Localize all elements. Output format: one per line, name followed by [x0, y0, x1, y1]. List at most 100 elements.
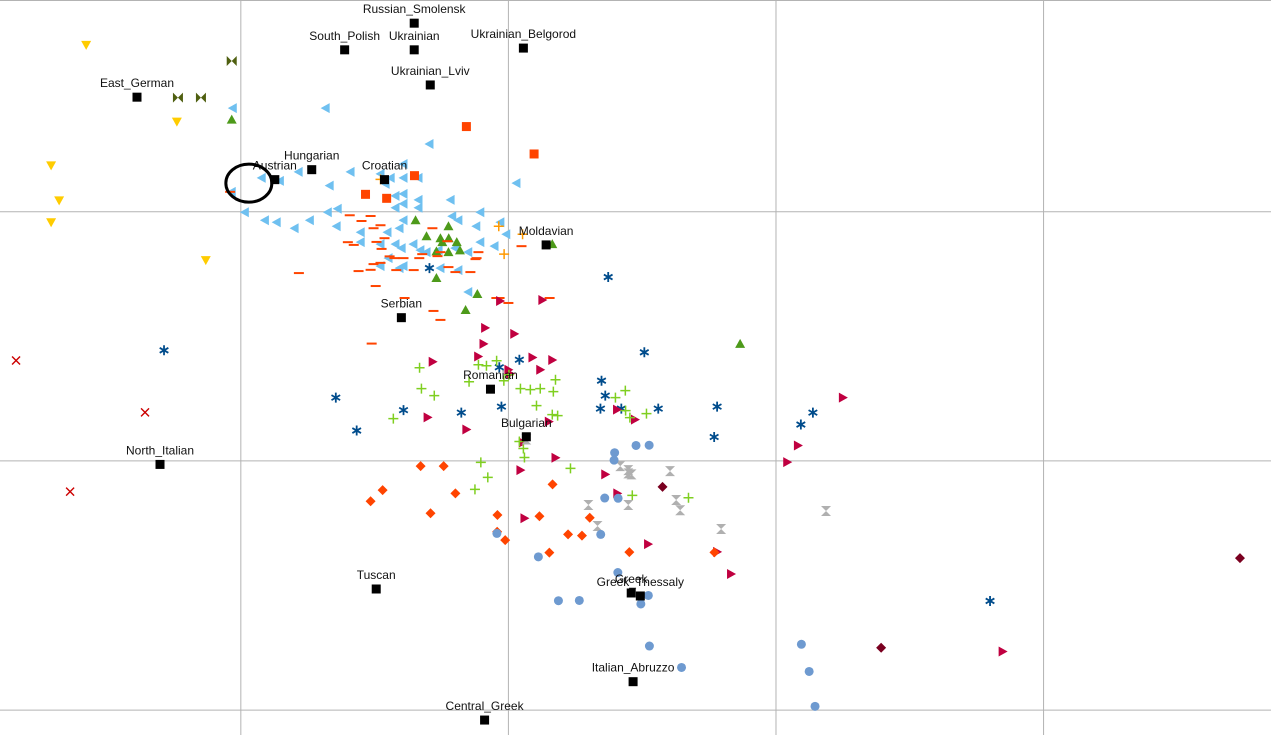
data-point-hourglass [623, 505, 634, 511]
data-point-triangle-left [390, 190, 400, 201]
data-point-circle [596, 529, 606, 539]
data-point-triangle-right [462, 424, 472, 435]
data-point-triangle-left [375, 239, 385, 250]
data-points [11, 40, 1245, 711]
data-point-plus [414, 362, 425, 373]
data-point-plus [610, 392, 621, 403]
data-point-diamond [657, 481, 668, 492]
data-point-plus [552, 410, 563, 421]
data-point-triangle-right [548, 355, 558, 366]
data-point-triangle-up [460, 304, 471, 314]
data-point-triangle-left [256, 172, 266, 183]
data-point-plus [620, 405, 631, 416]
data-point-plus [519, 452, 530, 463]
data-point-triangle-left [489, 241, 499, 252]
data-point-triangle-left [398, 215, 408, 226]
data-point-x [140, 407, 150, 417]
data-point-asterisk [985, 595, 995, 606]
data-point-asterisk [456, 407, 467, 418]
data-point-triangle-left [320, 103, 330, 114]
data-point-plus [481, 360, 492, 371]
data-point-triangle-right [528, 352, 538, 363]
data-point-plus [491, 355, 502, 366]
data-point-asterisk [331, 392, 341, 403]
highlight-circle [224, 162, 274, 204]
data-point-diamond [450, 488, 461, 499]
data-point-square [461, 122, 471, 132]
data-point-bowtie [226, 56, 232, 67]
data-point-triangle-right [423, 412, 433, 423]
data-point-triangle-left [447, 211, 457, 222]
data-point-circle [613, 493, 623, 503]
reference-marker [307, 165, 317, 175]
reference-label: Romanian [463, 368, 518, 382]
reference-label: Ukrainian_Lviv [391, 64, 470, 78]
data-point-circle [644, 440, 654, 450]
data-point-triangle-left [324, 180, 334, 191]
reference-label: Bulgarian [501, 416, 552, 430]
reference-label: Ukrainian_Belgorod [471, 27, 576, 41]
data-point-triangle-left [271, 217, 281, 228]
reference-label: Serbian [381, 297, 422, 311]
data-point-triangle-left [511, 178, 521, 189]
data-point-asterisk [796, 419, 806, 430]
reference-populations: Russian_Smolensk South_Polish Ukrainian Ukr… [100, 2, 684, 725]
data-point-triangle-left [355, 237, 365, 248]
data-point-bowtie [200, 92, 206, 103]
data-point-plus [482, 472, 493, 483]
data-point-triangle-left [413, 194, 423, 205]
data-point-triangle-left [463, 287, 473, 298]
data-point-triangle-down [46, 218, 57, 228]
data-point-plus [518, 443, 529, 454]
reference-marker [425, 80, 435, 90]
data-point-triangle-up [443, 221, 454, 231]
data-point-asterisk [712, 401, 722, 412]
data-point-hourglass [716, 528, 727, 534]
data-point-hourglass [583, 500, 594, 506]
data-point-circle [600, 493, 610, 503]
data-point-plus [620, 385, 631, 396]
data-point-plus [550, 374, 561, 385]
data-point-plus [514, 436, 525, 447]
data-point-triangle-left [413, 202, 423, 213]
data-point-triangle-down [54, 196, 65, 206]
data-point-asterisk [596, 375, 607, 386]
data-point-triangle-left [424, 139, 434, 150]
data-point-square [382, 193, 392, 203]
data-point-plus [531, 400, 542, 411]
data-point-triangle-left [398, 158, 408, 169]
data-point-hourglass [665, 466, 676, 472]
data-point-circle [492, 528, 502, 538]
data-point-triangle-right [516, 465, 526, 476]
reference-label: Tuscan [357, 568, 396, 582]
data-point-diamond [365, 496, 376, 507]
data-point-bowtie [195, 92, 201, 103]
data-point-diamond [534, 511, 545, 522]
data-point-plus [548, 386, 559, 397]
data-point-asterisk [159, 345, 169, 356]
data-point-asterisk [424, 263, 435, 274]
data-point-triangle-right [474, 351, 484, 362]
data-point-diamond [492, 509, 503, 520]
data-point-plus [547, 409, 558, 420]
reference-label: North_Italian [126, 443, 194, 457]
reference-label: Central_Greek [446, 699, 525, 713]
data-point-triangle-down [171, 117, 182, 127]
reference-marker [155, 459, 165, 469]
reference-label: Moldavian [519, 224, 574, 238]
data-point-triangle-up [454, 245, 465, 255]
data-point-circle [643, 590, 653, 600]
data-point-hourglass [675, 510, 686, 516]
reference-marker [626, 588, 636, 598]
data-point-triangle-up [451, 237, 462, 247]
data-point-plus [473, 359, 484, 370]
data-point-hourglass [671, 500, 682, 506]
data-point-triangle-left [415, 245, 425, 256]
data-point-plus [416, 383, 427, 394]
data-point-triangle-left [322, 207, 332, 218]
data-point-triangle-right [496, 295, 506, 306]
data-point-circle [636, 599, 646, 609]
data-point-plus [525, 384, 536, 395]
reference-marker [371, 584, 381, 594]
reference-label: Ukrainian [389, 29, 440, 43]
